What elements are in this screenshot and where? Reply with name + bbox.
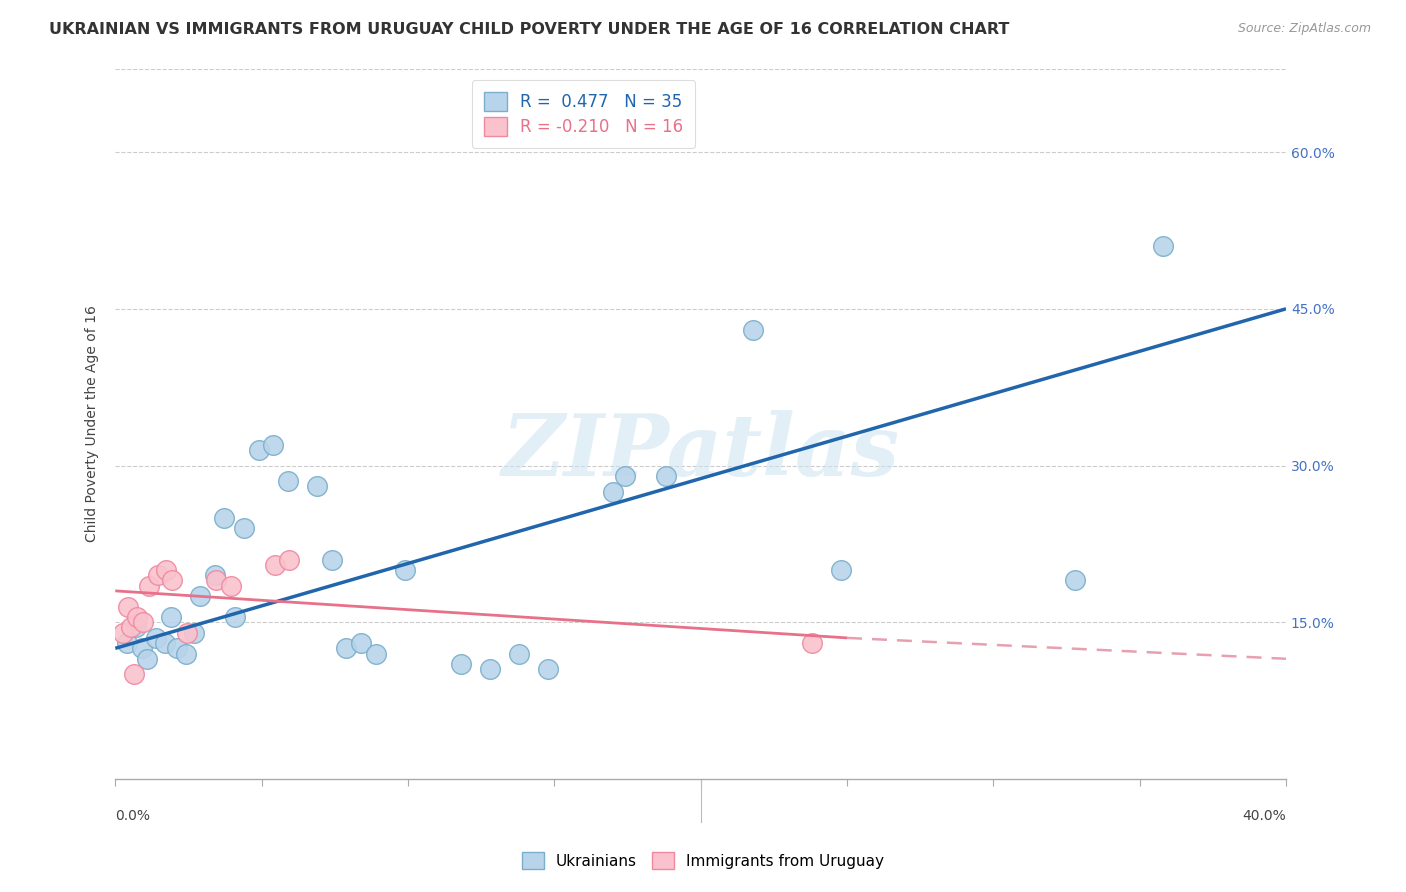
Point <box>125 620 148 634</box>
Point <box>350 636 373 650</box>
Point <box>132 615 155 630</box>
Point <box>166 641 188 656</box>
Point <box>450 657 472 671</box>
Point <box>138 579 160 593</box>
Point <box>508 647 530 661</box>
Point <box>115 636 138 650</box>
Point <box>364 647 387 661</box>
Point <box>233 521 256 535</box>
Point <box>131 641 153 656</box>
Point <box>247 442 270 457</box>
Point <box>830 563 852 577</box>
Point <box>335 641 357 656</box>
Point <box>742 323 765 337</box>
Y-axis label: Child Poverty Under the Age of 16: Child Poverty Under the Age of 16 <box>86 305 100 542</box>
Point <box>162 574 184 588</box>
Text: Source: ZipAtlas.com: Source: ZipAtlas.com <box>1237 22 1371 36</box>
Text: 0.0%: 0.0% <box>115 809 150 823</box>
Point <box>537 662 560 676</box>
Point <box>219 579 242 593</box>
Point <box>136 652 159 666</box>
Text: 40.0%: 40.0% <box>1243 809 1286 823</box>
Point <box>160 610 183 624</box>
Point <box>478 662 501 676</box>
Point <box>262 437 284 451</box>
Point <box>146 568 169 582</box>
Point <box>111 625 134 640</box>
Point <box>1064 574 1087 588</box>
Point <box>153 636 176 650</box>
Point <box>1152 239 1174 253</box>
Point <box>183 625 205 640</box>
Point <box>145 631 167 645</box>
Point <box>155 563 177 577</box>
Point <box>321 552 343 566</box>
Legend: Ukrainians, Immigrants from Uruguay: Ukrainians, Immigrants from Uruguay <box>516 846 890 875</box>
Point <box>124 667 146 681</box>
Point <box>127 610 149 624</box>
Point <box>263 558 285 572</box>
Point <box>174 647 197 661</box>
Point <box>205 574 228 588</box>
Point <box>176 625 198 640</box>
Point <box>120 620 142 634</box>
Point <box>212 510 235 524</box>
Point <box>307 479 329 493</box>
Point <box>602 484 624 499</box>
Point <box>224 610 246 624</box>
Text: ZIPatlas: ZIPatlas <box>502 410 900 494</box>
Point <box>613 469 636 483</box>
Point <box>278 552 301 566</box>
Point <box>188 589 211 603</box>
Point <box>800 636 823 650</box>
Point <box>204 568 226 582</box>
Legend: R =  0.477   N = 35, R = -0.210   N = 16: R = 0.477 N = 35, R = -0.210 N = 16 <box>472 80 695 148</box>
Point <box>117 599 139 614</box>
Text: UKRAINIAN VS IMMIGRANTS FROM URUGUAY CHILD POVERTY UNDER THE AGE OF 16 CORRELATI: UKRAINIAN VS IMMIGRANTS FROM URUGUAY CHI… <box>49 22 1010 37</box>
Point <box>394 563 416 577</box>
Point <box>654 469 676 483</box>
Point <box>277 474 299 488</box>
